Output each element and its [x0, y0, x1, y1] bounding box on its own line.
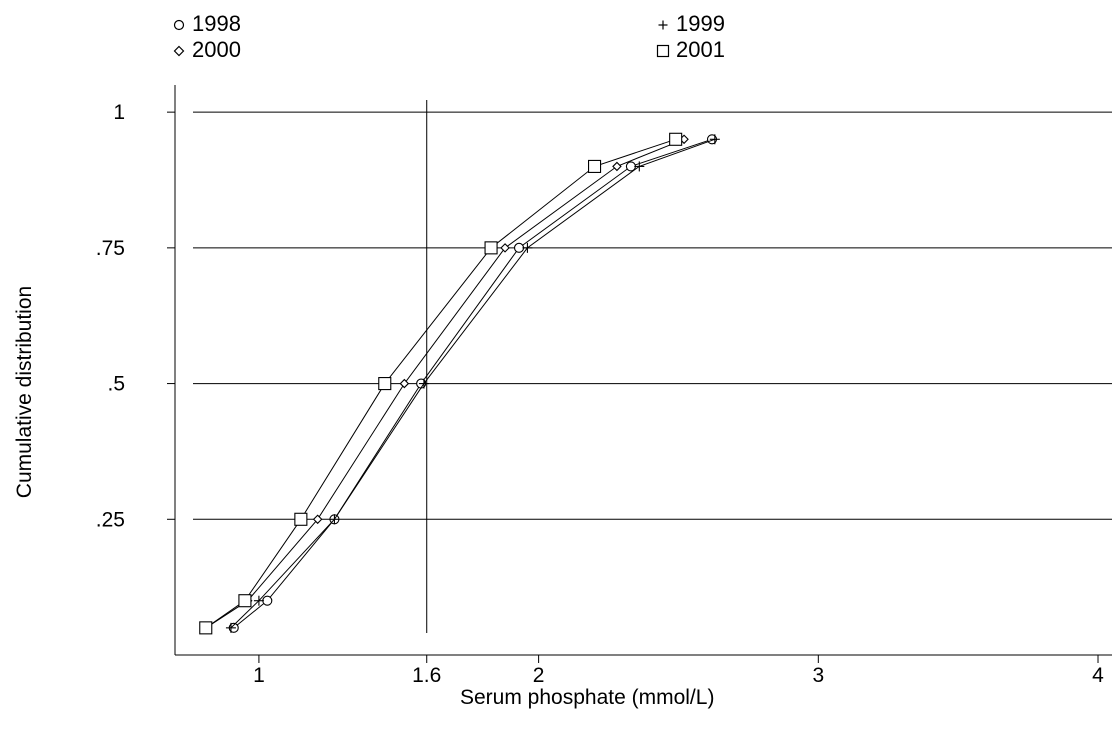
data-point-1999 — [709, 134, 720, 145]
data-point-1999 — [253, 595, 264, 606]
data-point-2001 — [588, 159, 602, 173]
legend-item-1998: 1998 — [172, 12, 241, 36]
x-tick-label: 1.6 — [412, 664, 441, 687]
legend-item-2001: 2001 — [656, 38, 725, 62]
data-point-2000 — [612, 161, 622, 172]
legend-marker-circle-icon — [173, 20, 185, 31]
data-point-2001 — [378, 377, 392, 391]
y-axis-title: Cumulative distribution — [13, 285, 36, 499]
data-point-2001 — [669, 132, 683, 146]
legend-item-2000: 2000 — [172, 38, 241, 62]
legend-marker-square-icon — [656, 45, 670, 58]
legend-item-1999: 1999 — [656, 12, 725, 36]
data-point-2001 — [199, 621, 213, 635]
legend-marker-diamond-icon — [173, 45, 185, 57]
x-tick-label: 4 — [1092, 664, 1104, 687]
legend-label: 2001 — [676, 37, 725, 62]
data-point-1999 — [329, 514, 340, 525]
x-tick-label: 3 — [812, 664, 824, 687]
series-2001 — [199, 132, 683, 635]
x-tick-label: 2 — [533, 664, 545, 687]
data-point-1999 — [225, 622, 236, 633]
y-tick-label: .5 — [107, 373, 125, 396]
data-point-1999 — [634, 161, 645, 172]
data-point-2001 — [238, 594, 252, 608]
x-axis-title: Serum phosphate (mmol/L) — [460, 686, 715, 709]
data-point-2001 — [484, 241, 498, 255]
series-lines — [199, 132, 720, 635]
legend-label: 1999 — [676, 11, 725, 36]
legend-marker-plus-icon — [658, 20, 668, 30]
data-point-2000 — [500, 243, 510, 253]
data-point-2001 — [294, 512, 308, 526]
x-tick-label: 1 — [253, 664, 265, 687]
legend-label: 1998 — [192, 11, 241, 36]
data-point-1998 — [513, 242, 525, 253]
y-tick-label: .75 — [96, 237, 125, 260]
legend-label: 2000 — [192, 37, 241, 62]
data-point-2000 — [312, 514, 323, 525]
data-point-1999 — [522, 242, 533, 253]
y-tick-label: .25 — [96, 508, 125, 531]
series-1999 — [225, 134, 720, 633]
y-tick-label: 1 — [113, 101, 125, 124]
gridlines — [193, 100, 1112, 633]
data-point-1998 — [625, 161, 636, 172]
data-point-1999 — [418, 378, 429, 389]
data-point-2000 — [399, 378, 410, 389]
axes: .25 .5 .75 1 1 1.6 2 3 4 — [96, 85, 1112, 687]
data-point-1998 — [262, 595, 273, 606]
